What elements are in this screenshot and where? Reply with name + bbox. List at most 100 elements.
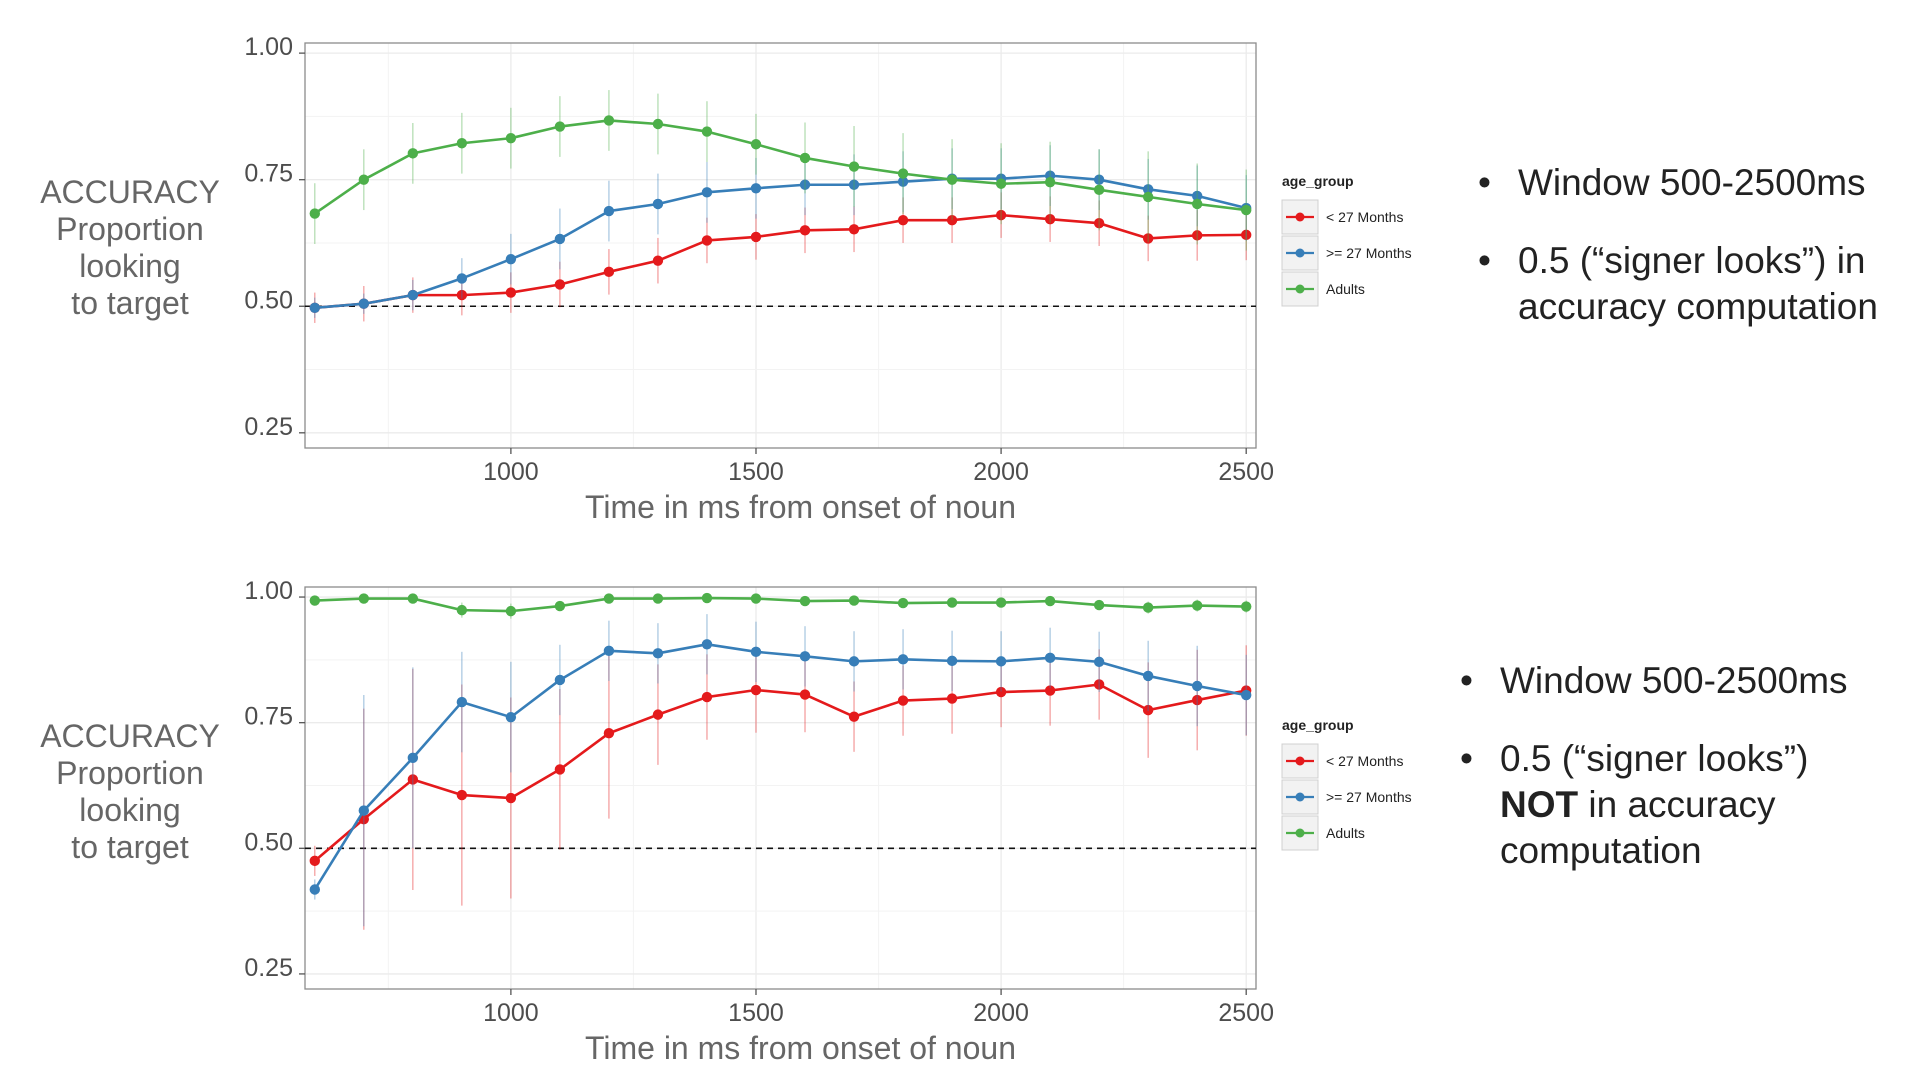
data-point	[603, 645, 615, 657]
data-point	[554, 279, 566, 290]
series-line	[314, 213, 1247, 310]
data-point	[358, 174, 370, 185]
x-tick-label: 2500	[1218, 999, 1274, 1027]
data-point	[1044, 177, 1056, 188]
legend-label: Adults	[1326, 281, 1365, 297]
legend-title: age_group	[1282, 173, 1354, 189]
data-point	[848, 224, 860, 235]
data-point	[848, 595, 860, 606]
data-point	[750, 231, 762, 243]
data-point	[897, 597, 909, 609]
y-axis-label-line: looking	[79, 248, 180, 284]
legend-key-point	[1295, 792, 1305, 802]
data-point	[603, 593, 615, 604]
legend-label: < 27 Months	[1326, 753, 1403, 769]
data-point	[1191, 190, 1203, 202]
data-point	[995, 178, 1007, 189]
data-point	[554, 121, 566, 132]
data-point	[309, 208, 321, 219]
data-point	[799, 689, 811, 700]
series-under27	[309, 645, 1252, 930]
y-axis-label-line: ACCURACY	[40, 718, 220, 754]
data-point	[701, 126, 713, 137]
y-tick-label: 1.00	[244, 33, 293, 61]
data-point	[554, 674, 566, 686]
data-point	[505, 792, 517, 804]
x-tick-label: 2500	[1218, 458, 1274, 486]
data-point	[1044, 213, 1056, 225]
data-point	[897, 176, 909, 187]
data-point	[456, 604, 468, 616]
data-point	[1240, 689, 1252, 701]
chart-top: 0.25 0.50 0.75 1.00 1000 1500 2000 2500 Time in …	[40, 33, 1411, 525]
data-point	[1142, 670, 1154, 682]
data-point	[652, 648, 664, 659]
data-point	[407, 148, 419, 159]
data-point	[1240, 229, 1252, 241]
series-over27	[309, 145, 1252, 318]
data-point	[848, 161, 860, 172]
data-point	[1142, 184, 1154, 195]
data-point	[799, 179, 811, 190]
y-axis-label-line: Proportion	[56, 755, 204, 791]
data-point	[799, 595, 811, 607]
y-axis-label-line: Proportion	[56, 211, 204, 247]
data-point	[1240, 204, 1252, 216]
data-point	[1044, 652, 1056, 664]
data-point	[309, 595, 321, 606]
data-point	[750, 139, 762, 150]
x-tick-label: 2000	[973, 999, 1029, 1027]
data-point	[799, 152, 811, 164]
data-point	[1240, 601, 1252, 612]
data-point	[946, 597, 958, 608]
legend: age_group < 27 Months >= 27 Months Adults	[1281, 173, 1412, 307]
y-axis-label-line: looking	[79, 792, 180, 828]
data-point	[897, 168, 909, 179]
data-point	[1191, 680, 1203, 692]
data-point	[1191, 198, 1203, 210]
legend-key-point	[1295, 284, 1305, 294]
data-point	[995, 656, 1007, 667]
data-point	[1093, 184, 1105, 196]
data-point	[701, 235, 713, 246]
data-point	[652, 593, 664, 604]
data-point	[407, 593, 419, 604]
y-tick-label: 0.25	[244, 954, 293, 982]
data-point	[848, 656, 860, 667]
data-point	[603, 205, 615, 217]
data-point	[603, 728, 615, 739]
data-point	[848, 711, 860, 722]
data-point	[897, 654, 909, 665]
data-point	[505, 253, 517, 265]
plot-border	[304, 42, 1257, 449]
legend: age_group < 27 Months >= 27 Months Adults	[1281, 717, 1412, 851]
y-tick-label: 0.50	[244, 828, 293, 856]
data-point	[407, 752, 419, 764]
y-tick-label: 0.75	[244, 160, 293, 188]
not-emphasis: NOT	[1500, 784, 1579, 825]
data-point	[407, 289, 419, 301]
data-point	[358, 805, 370, 816]
data-point	[554, 764, 566, 775]
plot-border	[304, 586, 1257, 990]
data-point	[701, 639, 713, 650]
notes-bottom: Window 500-2500ms 0.5 (“signer looks”)NO…	[1460, 658, 1900, 906]
data-point	[309, 855, 321, 867]
series-line	[313, 683, 1247, 862]
data-point	[554, 600, 566, 612]
data-point	[652, 118, 664, 130]
data-point	[750, 593, 762, 604]
series-line	[314, 119, 1247, 215]
y-axis-label-line: to target	[71, 829, 189, 865]
data-point	[897, 695, 909, 706]
data-point	[750, 646, 762, 658]
data-point	[1142, 704, 1154, 716]
x-axis-label: Time in ms from onset of noun	[585, 1030, 1016, 1066]
data-point	[456, 289, 468, 301]
note-top-window: Window 500-2500ms	[1478, 160, 1918, 206]
series-line	[314, 596, 1247, 613]
legend-key-point	[1295, 212, 1305, 222]
x-tick-label: 1500	[728, 999, 784, 1027]
series-under27	[309, 192, 1252, 323]
